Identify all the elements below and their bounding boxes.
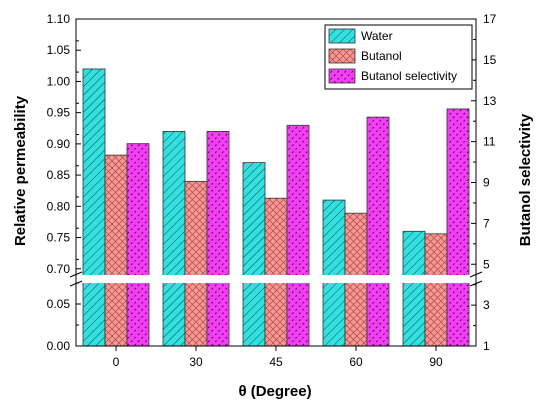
left-tick-label: 0.70 bbox=[47, 262, 71, 276]
left-axis: 0.70 0.75 0.80 0.85 0.90 0.95 1.00 1.05 1.10 0.00… bbox=[47, 12, 81, 353]
bar-water-30 bbox=[162, 130, 186, 347]
right-tick-label: 11 bbox=[483, 135, 496, 149]
bar-butanol-0 bbox=[104, 154, 128, 347]
bars-layer bbox=[82, 68, 470, 347]
x-tick-label: 45 bbox=[269, 355, 283, 369]
right-tick-label: 3 bbox=[483, 298, 490, 312]
bar-butanol-selectivity-45 bbox=[286, 124, 310, 347]
x-axis-title: θ (Degree) bbox=[238, 383, 311, 400]
left-tick-label: 0.95 bbox=[47, 106, 71, 120]
bar-butanol-selectivity-0 bbox=[126, 143, 150, 347]
bar-water-0 bbox=[82, 68, 106, 347]
right-tick-label: 7 bbox=[483, 216, 490, 230]
left-tick-label: 0.85 bbox=[47, 168, 71, 182]
right-tick-label: 5 bbox=[483, 257, 490, 271]
left-tick-label: 1.10 bbox=[47, 12, 71, 26]
y-axis-title: Relative permeability bbox=[12, 95, 29, 246]
bar-butanol-selectivity-90 bbox=[446, 108, 470, 347]
right-tick-label: 17 bbox=[483, 12, 497, 26]
left-tick-label: 0.75 bbox=[47, 231, 71, 245]
scale-break-band bbox=[77, 275, 475, 283]
legend-label: Water bbox=[361, 29, 393, 43]
x-tick-label: 30 bbox=[189, 355, 203, 369]
bar-butanol-selectivity-30 bbox=[206, 131, 230, 347]
bar-water-45 bbox=[242, 162, 266, 347]
left-tick-label: 0.05 bbox=[47, 297, 71, 311]
x-tick-label: 90 bbox=[429, 355, 443, 369]
bar-butanol-90 bbox=[424, 233, 448, 347]
left-tick-label: 1.05 bbox=[47, 43, 71, 57]
left-tick-label: 0.80 bbox=[47, 199, 71, 213]
right-tick-label: 9 bbox=[483, 176, 490, 190]
x-tick-label: 0 bbox=[113, 355, 120, 369]
bar-water-90 bbox=[402, 230, 426, 347]
legend-label: Butanol selectivity bbox=[361, 69, 457, 83]
bar-water-60 bbox=[322, 199, 346, 347]
right-tick-label: 13 bbox=[483, 94, 497, 108]
y2-axis-title: Butanol selectivity bbox=[517, 113, 534, 246]
legend-swatch-butanol bbox=[328, 48, 356, 64]
legend-label: Butanol bbox=[361, 49, 402, 63]
left-tick-label: 0.90 bbox=[47, 137, 71, 151]
bar-butanol-selectivity-60 bbox=[366, 116, 390, 347]
right-tick-label: 1 bbox=[483, 339, 490, 353]
legend: Water Butanol Butanol selectivity bbox=[324, 24, 473, 90]
bar-butanol-30 bbox=[184, 180, 208, 347]
left-tick-label: 0.00 bbox=[47, 339, 71, 353]
bar-butanol-45 bbox=[264, 197, 288, 347]
left-tick-label: 1.00 bbox=[47, 74, 71, 88]
legend-swatch-water bbox=[328, 28, 356, 44]
x-axis: 0 30 45 60 90 bbox=[113, 346, 443, 369]
x-tick-label: 60 bbox=[349, 355, 363, 369]
right-tick-label: 15 bbox=[483, 53, 497, 67]
legend-swatch-butanol-selectivity bbox=[328, 68, 356, 84]
